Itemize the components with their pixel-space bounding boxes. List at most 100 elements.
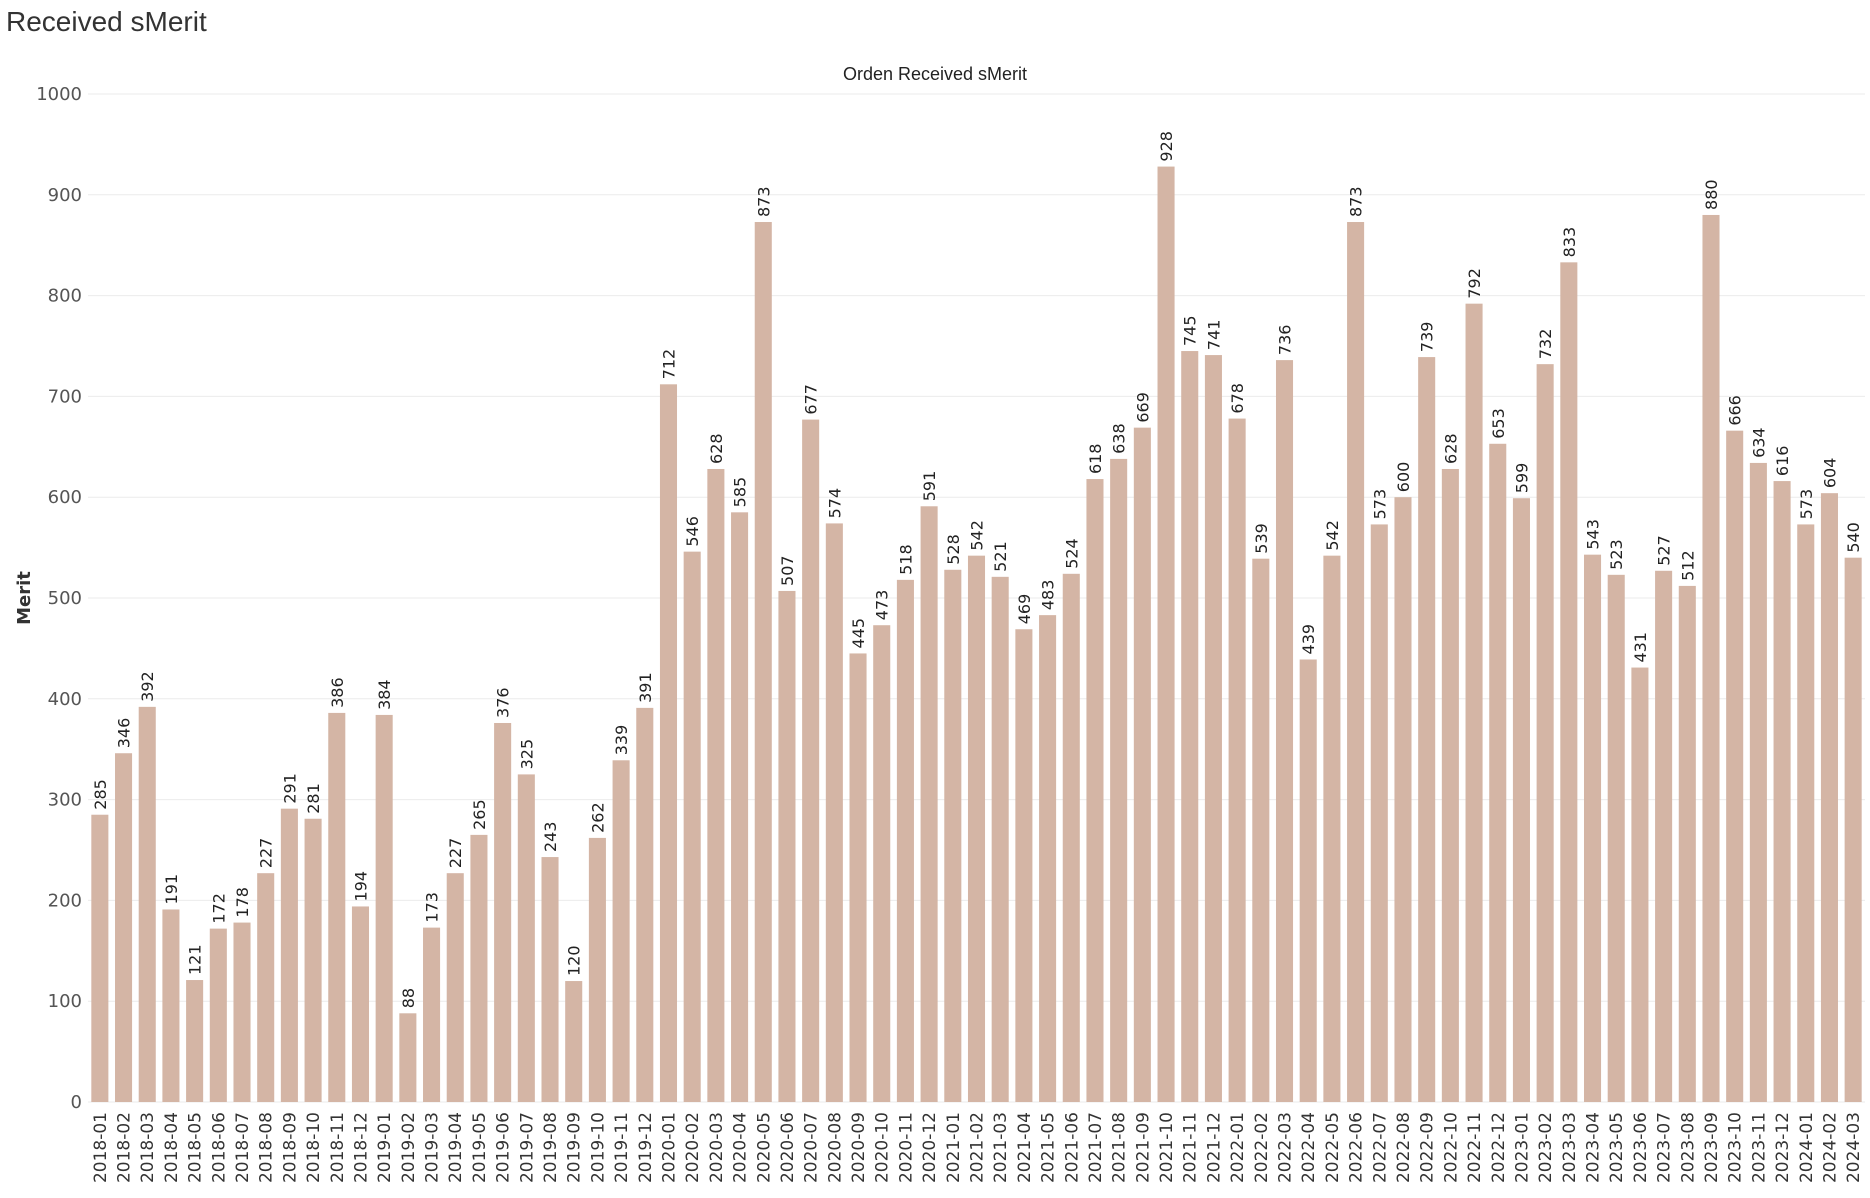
y-tick-label: 0 bbox=[71, 1092, 82, 1113]
bar bbox=[257, 873, 275, 1102]
x-tick-label: 2024-02 bbox=[1820, 1112, 1840, 1183]
data-label: 227 bbox=[257, 838, 276, 869]
data-label: 792 bbox=[1465, 268, 1484, 299]
x-tick-label: 2020-06 bbox=[778, 1112, 798, 1183]
x-tick-label: 2020-05 bbox=[754, 1112, 774, 1183]
x-tick-label: 2022-12 bbox=[1489, 1112, 1509, 1183]
bar bbox=[446, 873, 464, 1102]
bar bbox=[1773, 481, 1791, 1102]
bar bbox=[1655, 570, 1673, 1102]
x-tick-label: 2019-07 bbox=[517, 1112, 537, 1183]
bar bbox=[328, 712, 346, 1102]
x-tick-label: 2018-05 bbox=[186, 1112, 206, 1183]
bar bbox=[1631, 667, 1649, 1102]
data-label: 666 bbox=[1726, 395, 1745, 426]
y-tick-label: 400 bbox=[48, 689, 82, 710]
bar bbox=[636, 707, 654, 1102]
x-tick-label: 2020-12 bbox=[920, 1112, 940, 1183]
data-label: 591 bbox=[920, 471, 939, 502]
bar bbox=[944, 569, 962, 1102]
x-tick-label: 2018-01 bbox=[91, 1112, 111, 1183]
bar bbox=[731, 512, 749, 1102]
x-tick-label: 2023-04 bbox=[1584, 1112, 1604, 1183]
x-tick-label: 2021-10 bbox=[1157, 1112, 1177, 1183]
x-tick-label: 2020-10 bbox=[873, 1112, 893, 1183]
data-label: 473 bbox=[873, 590, 892, 621]
bar bbox=[967, 555, 986, 1102]
data-label: 507 bbox=[778, 555, 797, 586]
bar bbox=[1347, 222, 1365, 1103]
x-tick-label: 2018-04 bbox=[162, 1112, 182, 1183]
bar bbox=[1133, 427, 1151, 1102]
data-label: 339 bbox=[612, 725, 631, 756]
data-label: 291 bbox=[280, 773, 299, 804]
data-label: 573 bbox=[1797, 489, 1816, 520]
data-label: 528 bbox=[944, 534, 963, 565]
x-tick-label: 2024-03 bbox=[1844, 1112, 1864, 1183]
data-label: 524 bbox=[1062, 538, 1081, 569]
bar bbox=[517, 774, 535, 1102]
data-label: 574 bbox=[825, 488, 844, 519]
x-tick-label: 2020-07 bbox=[802, 1112, 822, 1183]
x-tick-label: 2021-03 bbox=[991, 1112, 1011, 1183]
data-label: 512 bbox=[1678, 550, 1697, 581]
data-label: 439 bbox=[1299, 624, 1318, 655]
data-label: 618 bbox=[1086, 444, 1105, 475]
x-tick-label: 2020-02 bbox=[683, 1112, 703, 1183]
y-tick-label: 500 bbox=[48, 588, 82, 609]
bar bbox=[541, 857, 559, 1102]
x-tick-label: 2018-06 bbox=[209, 1112, 229, 1183]
data-label: 521 bbox=[991, 541, 1010, 572]
x-tick-label: 2021-04 bbox=[1015, 1112, 1035, 1183]
bar bbox=[920, 506, 938, 1103]
x-tick-label: 2018-02 bbox=[115, 1112, 135, 1183]
bar bbox=[802, 419, 820, 1103]
data-label: 285 bbox=[91, 779, 110, 810]
x-tick-label: 2019-12 bbox=[636, 1112, 656, 1183]
x-tick-label: 2019-04 bbox=[446, 1112, 466, 1183]
data-label: 616 bbox=[1773, 446, 1792, 477]
x-tick-label: 2022-01 bbox=[1228, 1112, 1248, 1183]
data-label: 120 bbox=[565, 945, 584, 976]
bar bbox=[1797, 524, 1815, 1102]
x-tick-label: 2023-05 bbox=[1607, 1112, 1627, 1183]
data-label: 523 bbox=[1607, 539, 1626, 570]
x-tick-label: 2019-09 bbox=[565, 1112, 585, 1183]
data-label: 384 bbox=[375, 679, 394, 710]
data-label: 191 bbox=[162, 874, 181, 905]
bar bbox=[351, 906, 370, 1102]
x-tick-label: 2022-09 bbox=[1418, 1112, 1438, 1183]
data-label: 599 bbox=[1512, 463, 1531, 494]
x-tick-label: 2021-05 bbox=[1039, 1112, 1059, 1183]
data-label: 873 bbox=[754, 186, 773, 217]
data-label: 741 bbox=[1204, 320, 1223, 351]
bar bbox=[1181, 351, 1199, 1102]
x-tick-label: 2022-08 bbox=[1394, 1112, 1414, 1183]
page-title: Received sMerit bbox=[6, 6, 207, 37]
bar bbox=[1678, 585, 1696, 1102]
x-tick-label: 2018-07 bbox=[233, 1112, 253, 1183]
data-label: 281 bbox=[304, 783, 323, 814]
data-label: 628 bbox=[707, 433, 726, 464]
bar bbox=[1607, 574, 1625, 1102]
data-label: 634 bbox=[1749, 427, 1768, 458]
x-tick-label: 2020-11 bbox=[896, 1112, 916, 1183]
data-label: 173 bbox=[423, 892, 442, 923]
data-label: 928 bbox=[1157, 131, 1176, 162]
bar bbox=[1015, 629, 1033, 1102]
x-tick-label: 2019-03 bbox=[423, 1112, 443, 1183]
x-tick-label: 2022-07 bbox=[1370, 1112, 1390, 1183]
data-label: 653 bbox=[1489, 408, 1508, 439]
x-tick-label: 2023-01 bbox=[1512, 1112, 1532, 1183]
data-label: 873 bbox=[1347, 186, 1366, 217]
x-tick-label: 2021-07 bbox=[1086, 1112, 1106, 1183]
x-tick-label: 2022-03 bbox=[1276, 1112, 1296, 1183]
bar bbox=[1370, 524, 1388, 1102]
x-tick-label: 2018-09 bbox=[280, 1112, 300, 1183]
bar bbox=[754, 222, 772, 1103]
y-axis-ticks: 0 100 200 300 400 500 600 700 800 900 1000 bbox=[36, 84, 82, 1113]
data-label: 392 bbox=[138, 671, 157, 702]
y-tick-label: 200 bbox=[48, 890, 82, 911]
x-tick-label: 2023-02 bbox=[1536, 1112, 1556, 1183]
bar bbox=[375, 714, 393, 1102]
